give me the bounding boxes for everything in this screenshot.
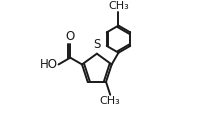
Text: HO: HO <box>39 58 58 71</box>
Text: CH₃: CH₃ <box>108 1 129 11</box>
Text: O: O <box>66 30 75 43</box>
Text: CH₃: CH₃ <box>100 96 121 106</box>
Text: S: S <box>93 38 101 51</box>
